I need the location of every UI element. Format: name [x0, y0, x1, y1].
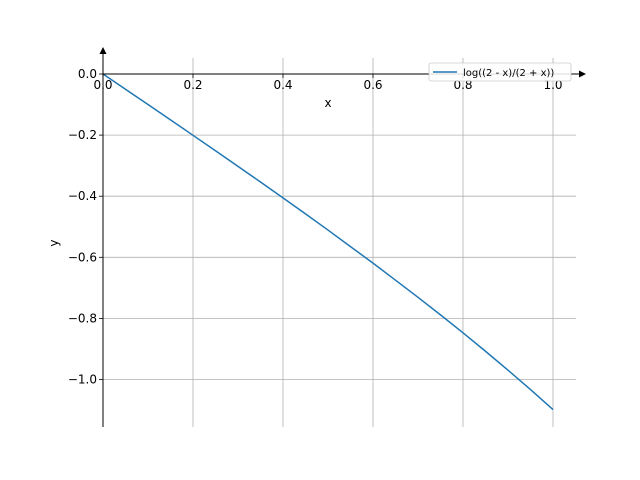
legend: log((2 - x)/(2 + x)) [428, 62, 572, 82]
axes [99, 47, 586, 427]
x-tick-label-5: 1.0 [543, 78, 562, 92]
x-tick-label-4: 0.8 [453, 78, 472, 92]
grid [103, 58, 576, 427]
series-layer [102, 73, 554, 411]
x-tick-label-2: 0.4 [273, 78, 292, 92]
legend-label-0: log((2 - x)/(2 + x)) [463, 68, 554, 79]
x-axis-label: x [324, 96, 331, 110]
x-tick-label-3: 0.6 [363, 78, 382, 92]
x-tick-label-1: 0.2 [183, 78, 202, 92]
x-axis-arrow [579, 70, 586, 78]
y-tick-label-4: −0.8 [68, 311, 97, 325]
y-tick-label-0: 0.0 [78, 67, 97, 81]
y-axis-label: y [47, 239, 61, 246]
y-tick-label-1: −0.2 [68, 128, 97, 142]
ticks: 0.0 0.2 0.4 0.6 0.8 1.0 0.0 −0.2 −0.4 −0.6 −0.8 −1.… [68, 67, 563, 387]
y-tick-label-5: −1.0 [68, 373, 97, 387]
y-tick-label-2: −0.4 [68, 189, 97, 203]
series-line-0 [102, 73, 554, 411]
x-tick-label-0: 0.0 [93, 78, 112, 92]
y-axis-arrow [99, 47, 107, 54]
legend-box [428, 62, 572, 82]
y-tick-label-3: −0.6 [68, 250, 97, 264]
